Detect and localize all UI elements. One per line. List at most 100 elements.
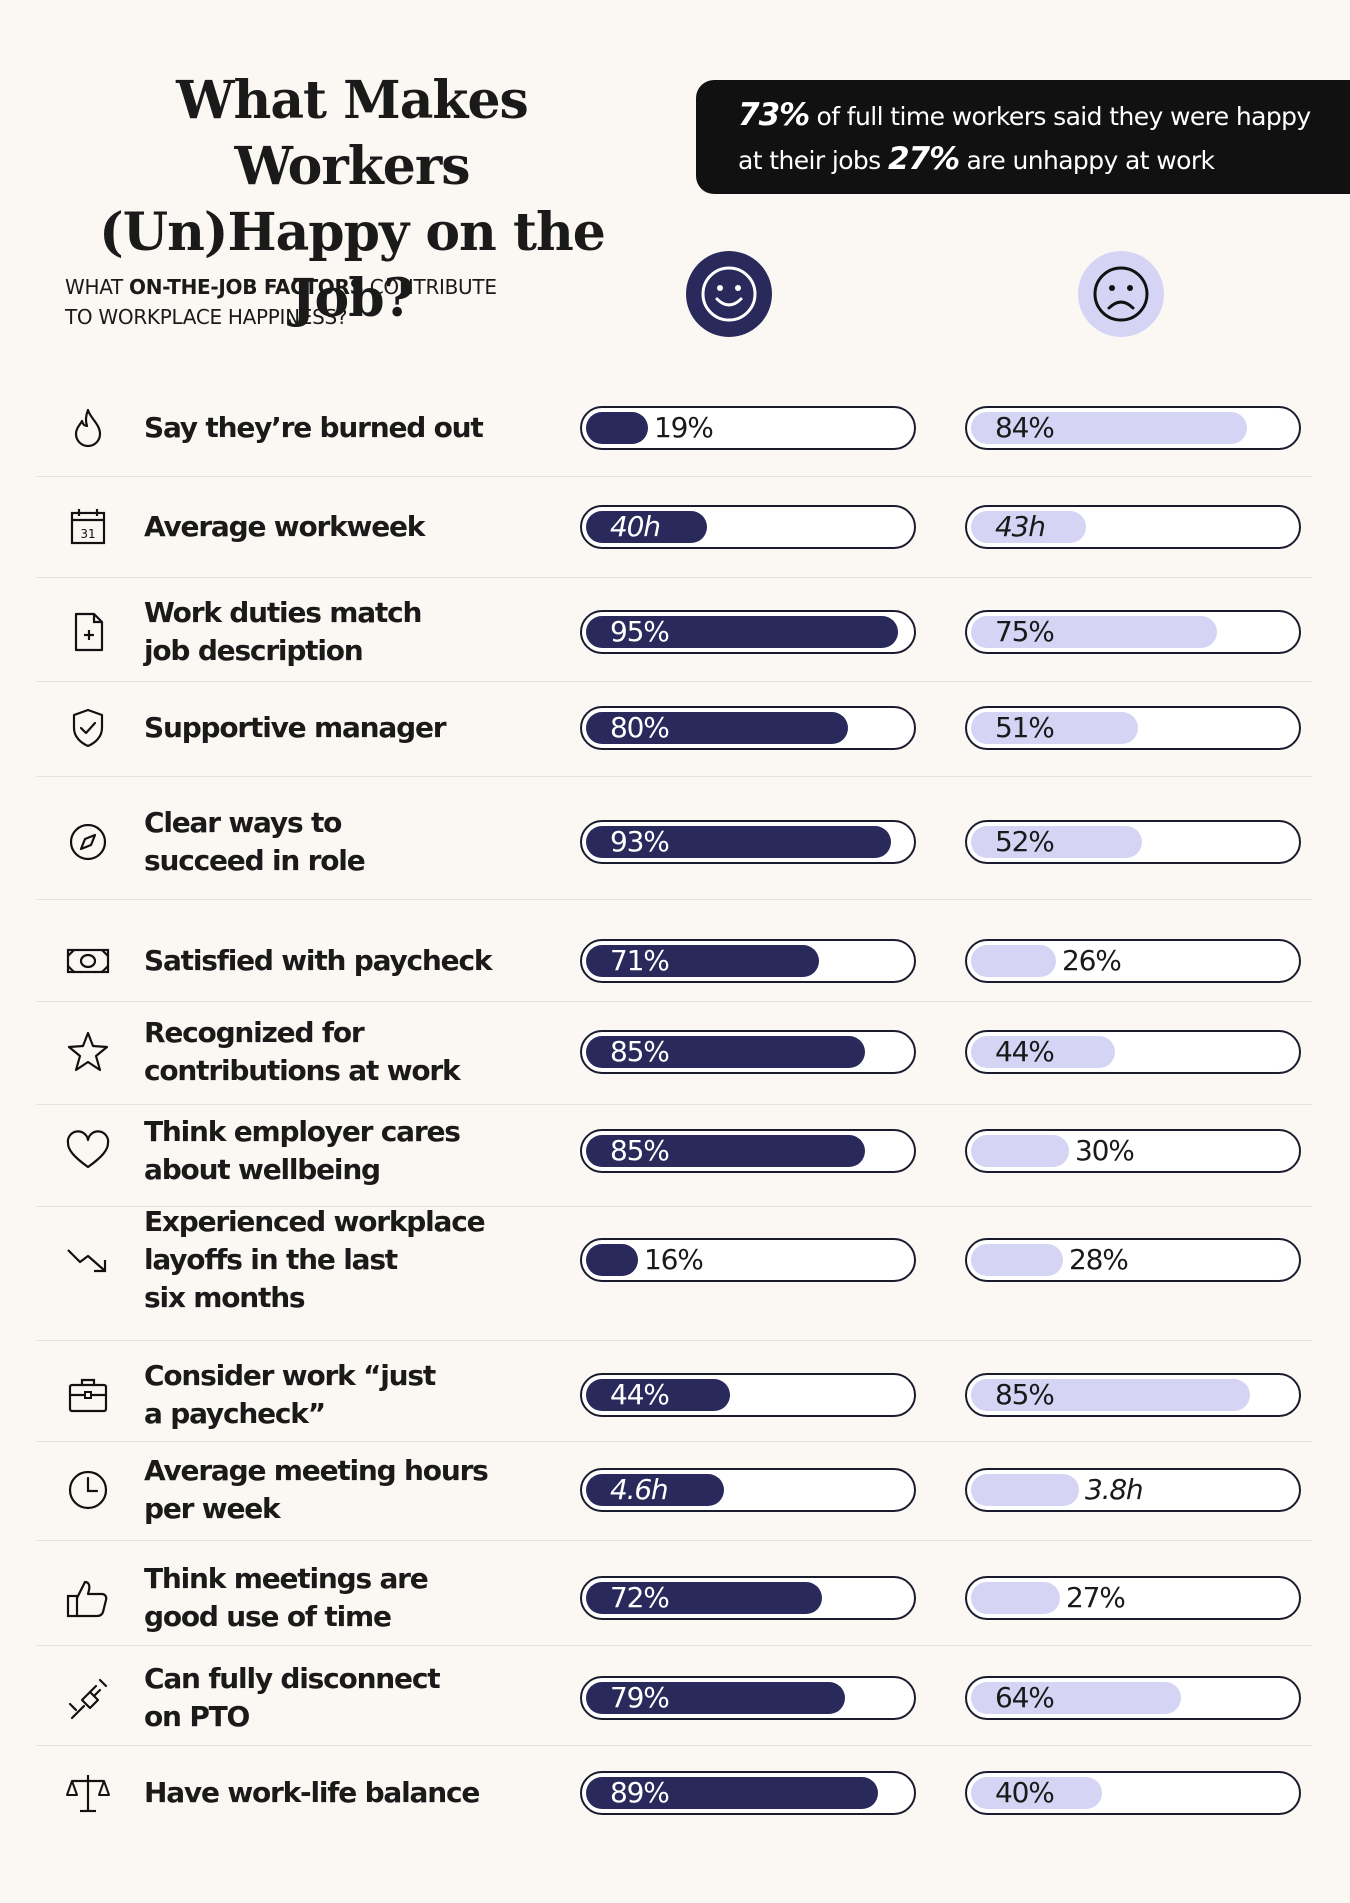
happy-bar-fill — [586, 945, 819, 977]
happy-bar-value: 93% — [610, 825, 670, 858]
happy-bar-value: 72% — [610, 1581, 670, 1614]
factor-label: Experienced workplace layoffs in the last… — [144, 1205, 486, 1314]
briefcase-icon — [64, 1371, 112, 1419]
happy-bar: 16% — [580, 1238, 916, 1282]
unhappy-bar-value: 75% — [995, 615, 1055, 648]
flame-icon — [64, 404, 112, 452]
unhappy-bar: 27% — [965, 1576, 1301, 1620]
unhappy-bar-fill — [971, 616, 1217, 648]
unhappy-bar-fill — [971, 1777, 1102, 1809]
unhappy-bar-fill — [971, 1036, 1115, 1068]
unhappy-bar-fill — [971, 1135, 1069, 1167]
factor-row: Average meeting hours per week 4.6h 3.8h — [36, 1441, 1312, 1541]
unhappy-bar: 64% — [965, 1676, 1301, 1720]
clock-icon — [64, 1466, 112, 1514]
unhappy-bar-value: 3.8h — [1085, 1473, 1144, 1506]
unhappy-bar-value: 40% — [995, 1776, 1055, 1809]
smiley-face-icon — [686, 251, 772, 337]
page-title: What Makes Workers (Un)Happy on the Job? — [52, 68, 652, 332]
happy-bar-fill — [586, 412, 648, 444]
unhappy-bar-value: 28% — [1069, 1243, 1129, 1276]
happy-bar-fill — [586, 616, 898, 648]
unhappy-bar-fill — [971, 1582, 1060, 1614]
happy-bar-value: 79% — [610, 1681, 670, 1714]
factor-label: Can fully disconnect on PTO — [144, 1662, 441, 1733]
factor-row: Say they’re burned out 19% 84% — [36, 375, 1312, 477]
unhappy-bar: 52% — [965, 820, 1301, 864]
money-icon — [64, 937, 112, 985]
section-subheading: WHAT ON-THE-JOB FACTORS CONTRIBUTE TO WO… — [65, 272, 585, 332]
factor-row: Recognized for contributions at work 85% 44… — [36, 1001, 1312, 1105]
factor-label: Think meetings are good use of time — [144, 1562, 429, 1633]
happy-bar-value: 40h — [610, 510, 661, 543]
factor-label: Average meeting hours per week — [144, 1454, 489, 1525]
star-icon — [64, 1028, 112, 1076]
happy-bar-fill — [586, 1244, 638, 1276]
calendar-icon: 31 — [64, 503, 112, 551]
happy-bar-value: 85% — [610, 1134, 670, 1167]
svg-text:31: 31 — [80, 527, 95, 541]
factor-row: Experienced workplace layoffs in the last… — [36, 1205, 1312, 1341]
happy-bar-fill — [586, 1379, 730, 1411]
happy-bar-value: 71% — [610, 944, 670, 977]
happy-bar-value: 80% — [610, 711, 670, 744]
happy-bar: 44% — [580, 1373, 916, 1417]
unhappy-bar: 75% — [965, 610, 1301, 654]
callout-text-2: at their jobs — [738, 146, 888, 175]
subhead-pre: WHAT — [65, 275, 130, 299]
factor-row: Think employer cares about wellbeing 85% 30… — [36, 1104, 1312, 1207]
factor-row: Satisfied with paycheck 71% 26% — [36, 899, 1312, 1002]
unhappy-bar-value: 26% — [1062, 944, 1122, 977]
unhappy-bar-value: 85% — [995, 1378, 1055, 1411]
happy-bar-fill — [586, 1135, 865, 1167]
happy-bar: 95% — [580, 610, 916, 654]
unhappy-bar: 51% — [965, 706, 1301, 750]
factor-row: Have work-life balance 89% 40% — [36, 1745, 1312, 1840]
unhappy-bar-value: 27% — [1066, 1581, 1126, 1614]
unhappy-bar-fill — [971, 1379, 1250, 1411]
unplug-icon — [64, 1674, 112, 1722]
unhappy-bar: 3.8h — [965, 1468, 1301, 1512]
factor-row: Can fully disconnect on PTO 79% 64% — [36, 1645, 1312, 1746]
happy-bar: 72% — [580, 1576, 916, 1620]
unhappy-bar-value: 52% — [995, 825, 1055, 858]
subhead-line-2: TO WORKPLACE HAPPINESS? — [65, 305, 348, 329]
factor-label: Say they’re burned out — [144, 411, 484, 444]
happy-bar: 89% — [580, 1771, 916, 1815]
factor-row: 31 Average workweek 40h 43h — [36, 476, 1312, 578]
unhappy-bar-value: 64% — [995, 1681, 1055, 1714]
happy-bar-fill — [586, 1036, 865, 1068]
happy-bar-fill — [586, 826, 891, 858]
happy-bar-value: 4.6h — [610, 1473, 669, 1506]
title-line-2: (Un)Happy on the Job? — [99, 202, 606, 329]
factor-row: Consider work “just a paycheck” 44% 85% — [36, 1340, 1312, 1442]
unhappy-bar-value: 43h — [995, 510, 1046, 543]
unhappy-bar-fill — [971, 1244, 1063, 1276]
happy-bar-value: 85% — [610, 1035, 670, 1068]
unhappy-percent: 27% — [887, 141, 960, 177]
unhappy-bar-value: 30% — [1075, 1134, 1135, 1167]
happy-bar: 40h — [580, 505, 916, 549]
unhappy-bar-fill — [971, 1474, 1079, 1506]
unhappy-bar: 26% — [965, 939, 1301, 983]
happy-bar: 19% — [580, 406, 916, 450]
unhappy-bar-fill — [971, 1682, 1181, 1714]
happy-bar-value: 16% — [644, 1243, 704, 1276]
factor-label: Work duties match job description — [144, 596, 422, 667]
factor-label: Think employer cares about wellbeing — [144, 1115, 461, 1186]
happy-bar-fill — [586, 511, 707, 543]
happy-bar: 71% — [580, 939, 916, 983]
subhead-post: CONTRIBUTE — [363, 275, 497, 299]
unhappy-bar-fill — [971, 712, 1138, 744]
callout-text-1: of full time workers said they were happ… — [809, 102, 1312, 131]
frowning-face-icon — [1078, 251, 1164, 337]
unhappy-bar-value: 51% — [995, 711, 1055, 744]
happy-bar-fill — [586, 1682, 845, 1714]
title-line-1: What Makes Workers — [176, 70, 529, 197]
unhappy-bar: 44% — [965, 1030, 1301, 1074]
compass-icon — [64, 818, 112, 866]
happy-bar: 4.6h — [580, 1468, 916, 1512]
factor-row: Think meetings are good use of time 72% 27% — [36, 1540, 1312, 1646]
factor-label: Recognized for contributions at work — [144, 1016, 461, 1087]
shield-check-icon — [64, 704, 112, 752]
